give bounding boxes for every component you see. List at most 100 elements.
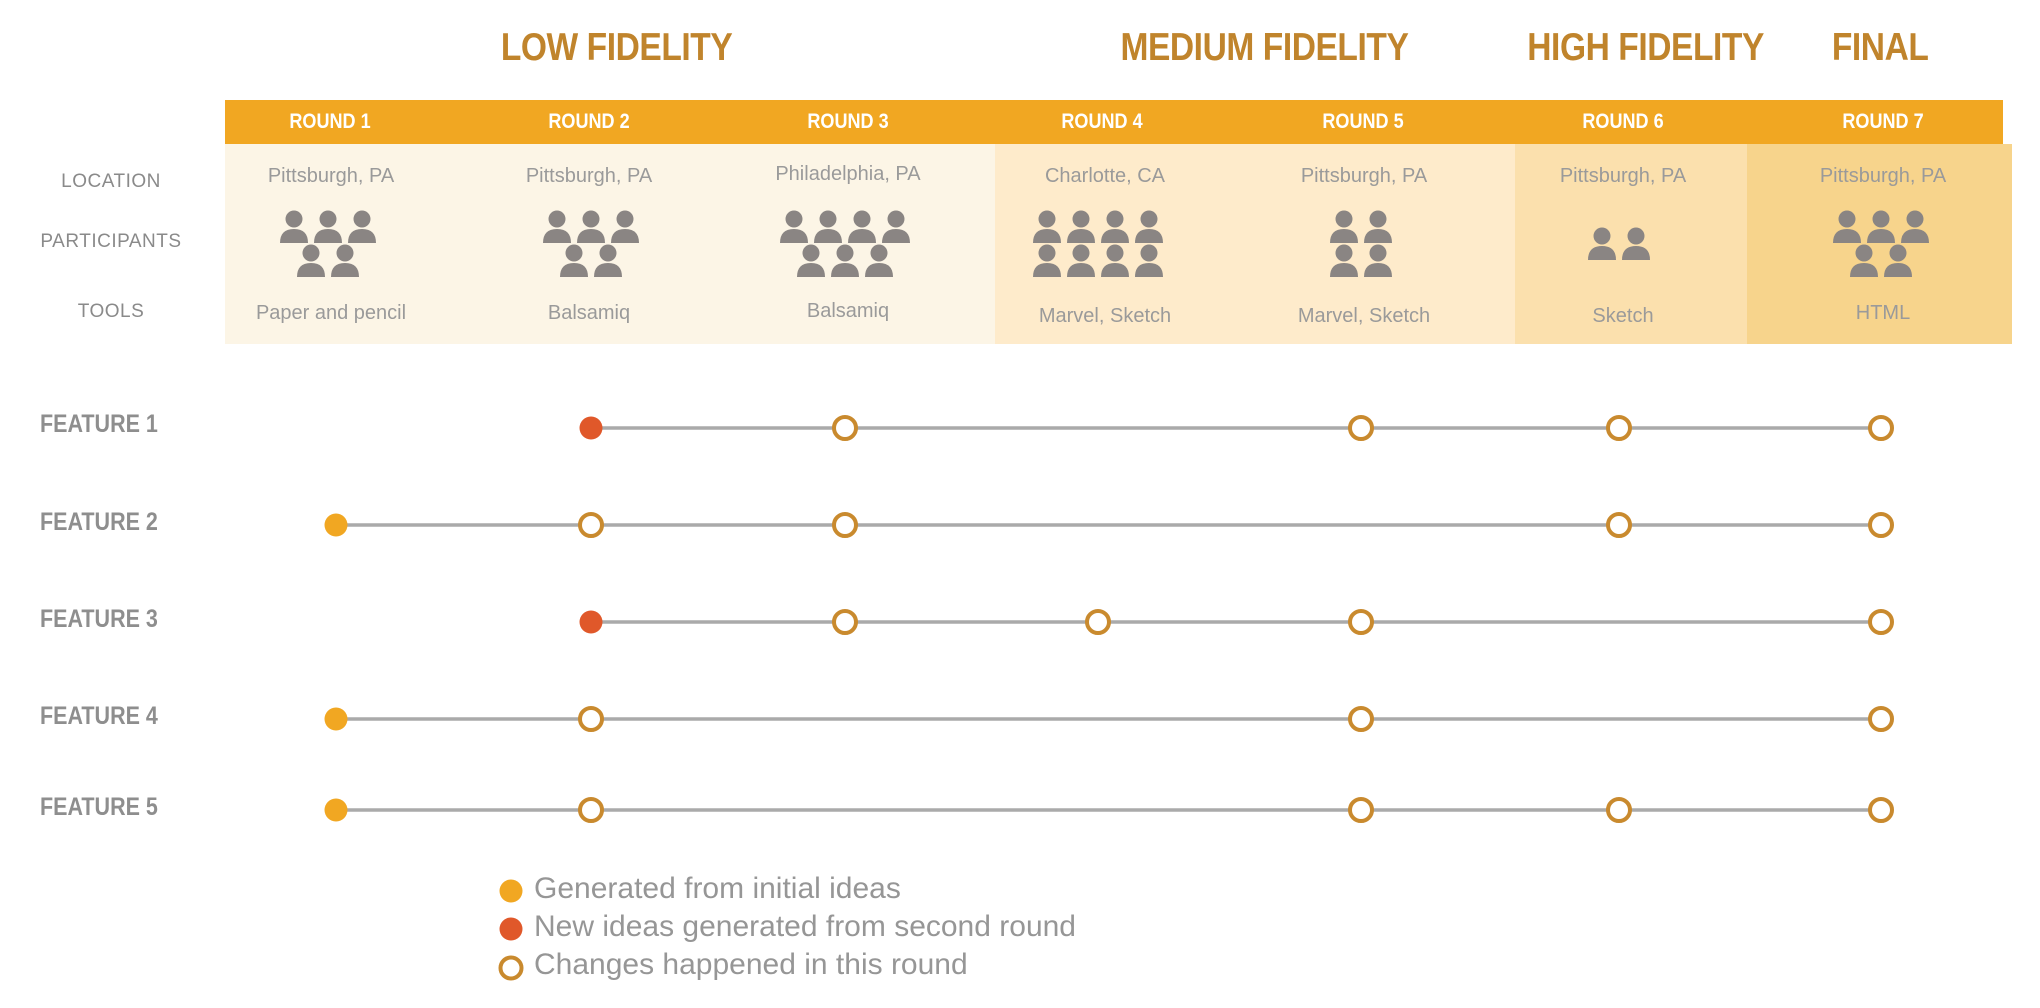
round-4-label: ROUND 4 <box>1061 110 1143 133</box>
participant-icon <box>1364 244 1392 277</box>
change-ring <box>1348 706 1374 732</box>
initial-idea-dot <box>324 513 348 537</box>
round-6-tools: Sketch <box>1592 305 1654 327</box>
round-5-label: ROUND 5 <box>1322 110 1404 133</box>
round-7-label: ROUND 7 <box>1842 110 1924 133</box>
participant-icon <box>831 244 859 277</box>
participant-icon <box>1901 210 1929 243</box>
feature-5-label: FEATURE 5 <box>40 793 158 821</box>
change-ring <box>832 415 858 441</box>
participant-icon <box>848 210 876 243</box>
change-ring <box>578 512 604 538</box>
round-4-location: Charlotte, CA <box>1044 165 1166 187</box>
round-1-tools: Paper and pencil <box>255 302 407 324</box>
low-fidelity-column-background <box>225 144 995 344</box>
participant-icon <box>1833 210 1861 243</box>
participant-icon <box>1067 210 1095 243</box>
change-ring <box>1868 797 1894 823</box>
feature-2-label: FEATURE 2 <box>40 508 158 536</box>
change-ring <box>1868 706 1894 732</box>
round-2-tools: Balsamiq <box>547 302 631 324</box>
change-ring <box>1606 512 1632 538</box>
participant-icon <box>1067 244 1095 277</box>
participant-icon <box>1330 244 1358 277</box>
participant-icon <box>1330 210 1358 243</box>
feature-1-label: FEATURE 1 <box>40 410 158 438</box>
round-7-tools: HTML <box>1855 302 1911 324</box>
participant-icon <box>1850 244 1878 277</box>
participant-icon <box>780 210 808 243</box>
change-ring <box>1606 797 1632 823</box>
legend-new-label: New ideas generated from second round <box>534 910 1076 943</box>
round-6-location: Pittsburgh, PA <box>1559 165 1687 187</box>
participant-icon <box>348 210 376 243</box>
change-ring <box>1348 609 1374 635</box>
legend-markers <box>498 879 524 981</box>
round-3-label: ROUND 3 <box>807 110 889 133</box>
participant-icon <box>814 210 842 243</box>
round-5-tools: Marvel, Sketch <box>1297 305 1431 327</box>
change-ring <box>832 609 858 635</box>
participant-icon <box>882 210 910 243</box>
change-ring <box>578 706 604 732</box>
round-5-location: Pittsburgh, PA <box>1300 165 1428 187</box>
participant-icon <box>1622 227 1650 260</box>
change-ring <box>1085 609 1111 635</box>
participant-icon <box>1101 244 1129 277</box>
participant-icon <box>280 210 308 243</box>
round-2-label: ROUND 2 <box>548 110 630 133</box>
round-2-location: Pittsburgh, PA <box>525 165 653 187</box>
initial-idea-dot <box>324 798 348 822</box>
round-4-tools: Marvel, Sketch <box>1038 305 1172 327</box>
new-idea-dot <box>579 610 603 634</box>
change-ring <box>578 797 604 823</box>
participants-icons <box>280 210 1929 277</box>
feature-3-label: FEATURE 3 <box>40 605 158 633</box>
participant-icon <box>314 210 342 243</box>
round-1-label: ROUND 1 <box>289 110 371 133</box>
participant-icon <box>1867 210 1895 243</box>
phase-title-high-fidelity: HIGH FIDELITY <box>1527 26 1764 69</box>
phase-title-low-fidelity: LOW FIDELITY <box>500 26 733 69</box>
round-header-bar: ROUND 1 ROUND 2 ROUND 3 ROUND 4 ROUND 5 … <box>225 100 2003 144</box>
legend-new-dot <box>499 917 523 941</box>
final-column-background <box>1747 144 2012 344</box>
feature-markers <box>324 415 1894 823</box>
participant-icon <box>577 210 605 243</box>
participant-icon <box>560 244 588 277</box>
participants-row-label: PARTICIPANTS <box>40 231 182 252</box>
participant-icon <box>594 244 622 277</box>
participant-icon <box>611 210 639 243</box>
legend-initial-dot <box>499 879 523 903</box>
participant-icon <box>865 244 893 277</box>
participant-icon <box>1135 244 1163 277</box>
location-row-label: LOCATION <box>61 171 161 192</box>
participant-icon <box>1884 244 1912 277</box>
participant-icon <box>1033 210 1061 243</box>
change-ring <box>1868 415 1894 441</box>
phase-title-medium-fidelity: MEDIUM FIDELITY <box>1120 26 1409 69</box>
participant-icon <box>797 244 825 277</box>
new-idea-dot <box>579 416 603 440</box>
round-7-location: Pittsburgh, PA <box>1819 165 1947 187</box>
round-3-location: Philadelphia, PA <box>775 163 921 185</box>
high-fidelity-column-background <box>1515 144 1747 344</box>
feature-4-label: FEATURE 4 <box>40 702 158 730</box>
participant-icon <box>331 244 359 277</box>
participant-icon <box>1135 210 1163 243</box>
change-ring <box>832 512 858 538</box>
change-ring <box>1348 415 1374 441</box>
participant-icon <box>1101 210 1129 243</box>
participant-icon <box>543 210 571 243</box>
legend-initial-label: Generated from initial ideas <box>534 872 901 905</box>
legend-change-label: Changes happened in this round <box>534 948 968 981</box>
round-6-label: ROUND 6 <box>1582 110 1664 133</box>
tools-row-label: TOOLS <box>77 301 145 322</box>
round-3-tools: Balsamiq <box>806 300 890 322</box>
participant-icon <box>297 244 325 277</box>
medium-fidelity-column-background <box>995 144 1515 344</box>
change-ring <box>1348 797 1374 823</box>
round-1-location: Pittsburgh, PA <box>267 165 395 187</box>
phase-title-final: FINAL <box>1831 26 1929 69</box>
